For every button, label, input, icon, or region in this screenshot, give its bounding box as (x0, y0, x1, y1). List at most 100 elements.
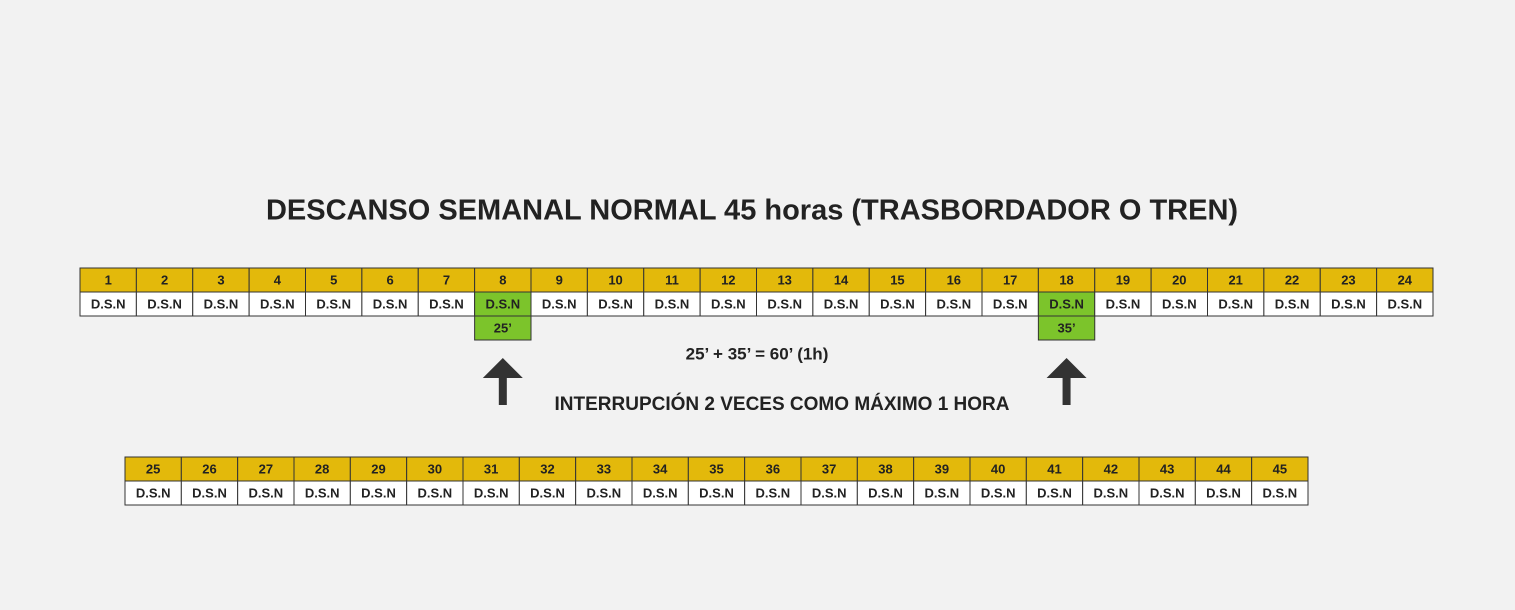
hour-header (744, 456, 802, 482)
hour-header (237, 456, 295, 482)
hour-number: 4 (274, 272, 282, 287)
hour-number: 8 (499, 272, 506, 287)
rest-label: D.S.N (755, 485, 790, 500)
rest-cell (474, 291, 532, 317)
hour-header (699, 267, 757, 293)
hour-number: 20 (1172, 272, 1186, 287)
rest-label: D.S.N (361, 485, 396, 500)
rest-cell (248, 291, 306, 317)
rest-cell (812, 291, 870, 317)
rest-label: D.S.N (485, 296, 520, 311)
hour-number: 19 (1116, 272, 1130, 287)
rest-label: D.S.N (1049, 296, 1084, 311)
rest-label: D.S.N (429, 296, 464, 311)
hour-number: 14 (834, 272, 849, 287)
hour-number: 17 (1003, 272, 1017, 287)
rest-cell (1150, 291, 1208, 317)
hour-number: 30 (428, 461, 442, 476)
rest-cell (643, 291, 701, 317)
rest-cell (305, 291, 363, 317)
hour-number: 35 (709, 461, 723, 476)
hour-number: 10 (608, 272, 622, 287)
rest-cell (1319, 291, 1378, 317)
hour-number: 11 (665, 272, 679, 287)
rest-cell (800, 480, 858, 506)
hour-header (474, 267, 532, 293)
rest-cell (1025, 480, 1084, 506)
rest-label: D.S.N (1275, 296, 1310, 311)
rest-cell (586, 291, 645, 317)
hour-header (406, 456, 464, 482)
hour-number: 24 (1398, 272, 1413, 287)
hour-header (1150, 267, 1208, 293)
rest-cell (631, 480, 689, 506)
rest-label: D.S.N (993, 296, 1028, 311)
hour-header (1207, 267, 1265, 293)
hour-header (687, 456, 746, 482)
rest-label: D.S.N (91, 296, 126, 311)
hour-number: 7 (443, 272, 450, 287)
hour-header (361, 267, 419, 293)
hour-number: 42 (1104, 461, 1118, 476)
hour-number: 3 (217, 272, 224, 287)
rest-cell (1251, 480, 1309, 506)
rest-cell (699, 291, 757, 317)
hour-number: 36 (766, 461, 780, 476)
hour-number: 37 (822, 461, 836, 476)
rest-label: D.S.N (260, 296, 295, 311)
rest-label: D.S.N (1150, 485, 1185, 500)
hour-number: 31 (484, 461, 498, 476)
hour-number: 45 (1273, 461, 1287, 476)
hour-number: 6 (386, 272, 393, 287)
rest-cell (575, 480, 633, 506)
rest-cell (518, 480, 577, 506)
equation: 25’ + 35’ = 60’ (1h) (686, 344, 829, 363)
interruption-cell (474, 315, 532, 341)
hour-number: 25 (146, 461, 160, 476)
hour-header (643, 267, 701, 293)
hour-header (1194, 456, 1253, 482)
rest-label: D.S.N (586, 485, 621, 500)
rest-label: D.S.N (868, 485, 903, 500)
rest-label: D.S.N (655, 296, 690, 311)
hour-number: 16 (947, 272, 961, 287)
rest-label: D.S.N (192, 485, 227, 500)
hour-number: 5 (330, 272, 337, 287)
hour-header (800, 456, 858, 482)
rest-cell (1037, 291, 1096, 317)
hour-number: 32 (540, 461, 554, 476)
rest-cell (1207, 291, 1265, 317)
rest-label: D.S.N (147, 296, 182, 311)
rest-label: D.S.N (248, 485, 283, 500)
rest-label: D.S.N (305, 485, 340, 500)
rest-label: D.S.N (711, 296, 746, 311)
hour-header (1376, 267, 1434, 293)
rest-label: D.S.N (1218, 296, 1253, 311)
hour-header (135, 267, 194, 293)
hour-header (575, 456, 633, 482)
rest-label: D.S.N (1037, 485, 1072, 500)
rest-label: D.S.N (643, 485, 678, 500)
rest-cell (417, 291, 476, 317)
hour-header (913, 456, 971, 482)
hour-header (248, 267, 306, 293)
rest-label: D.S.N (1331, 296, 1366, 311)
rest-label: D.S.N (1387, 296, 1422, 311)
rest-label: D.S.N (981, 485, 1016, 500)
rest-cell (1376, 291, 1434, 317)
interruption-label: 35’ (1058, 320, 1076, 335)
rest-label: D.S.N (136, 485, 171, 500)
hour-header (349, 456, 408, 482)
hour-header (192, 267, 250, 293)
hour-header (530, 267, 588, 293)
rest-label: D.S.N (1093, 485, 1128, 500)
hour-number: 15 (890, 272, 904, 287)
rest-label: D.S.N (924, 485, 959, 500)
rest-label: D.S.N (812, 485, 847, 500)
rest-label: D.S.N (316, 296, 351, 311)
hour-header (305, 267, 363, 293)
rest-cell (406, 480, 464, 506)
hour-number: 23 (1341, 272, 1355, 287)
arrow (1046, 358, 1087, 405)
interruption-cell (1037, 315, 1096, 341)
